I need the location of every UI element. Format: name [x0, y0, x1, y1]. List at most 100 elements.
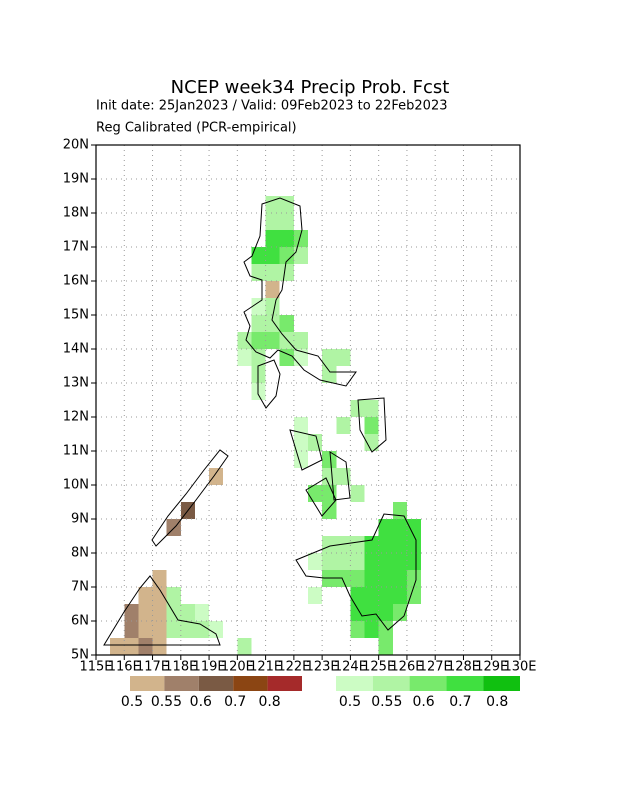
wet-cell — [392, 519, 407, 536]
colorbar-label: 0.6 — [190, 694, 212, 710]
grid-layer: 115E116E117E118E119E120E121E122E123E124E… — [63, 138, 537, 675]
x-tick-label: 118E — [164, 660, 197, 675]
y-tick-label: 19N — [63, 172, 89, 187]
wet-cell — [293, 230, 308, 247]
dry-cell — [124, 638, 139, 655]
wet-cell — [378, 570, 393, 587]
wet-cell — [265, 315, 280, 332]
wet-cell — [194, 604, 210, 621]
coast-visayas — [289, 397, 387, 517]
wet-cell — [322, 451, 337, 468]
colorbar-box — [372, 676, 410, 691]
wet-cell — [180, 604, 195, 621]
x-tick-label: 125E — [362, 660, 395, 675]
y-tick-label: 20N — [63, 138, 89, 153]
wet-cell — [364, 621, 379, 638]
wet-cell — [308, 485, 323, 502]
colorbar-box — [198, 676, 234, 691]
wet-cell — [265, 332, 280, 349]
wet-cell — [265, 264, 280, 281]
colorbar-box — [130, 676, 165, 691]
colorbar-box — [409, 676, 447, 691]
wet-cell — [251, 247, 266, 264]
wet-cell — [194, 621, 210, 638]
wet-cell — [378, 604, 393, 621]
colorbar-label: 0.55 — [151, 694, 182, 710]
wet-cell — [378, 638, 393, 655]
dry-cell — [138, 638, 153, 655]
wet-cell — [265, 196, 280, 213]
y-tick-label: 10N — [63, 478, 89, 493]
colorbar-label: 0.55 — [371, 694, 402, 710]
wet-cell — [237, 638, 252, 655]
wet-cell — [293, 434, 308, 451]
colorbar-label: 0.7 — [449, 694, 471, 710]
dry-cell — [152, 570, 167, 587]
wet-cell — [293, 417, 308, 434]
wet-cell — [364, 417, 379, 434]
map-frame — [95, 144, 521, 656]
wet-cell — [293, 247, 308, 264]
dry-cell — [152, 587, 167, 604]
dry-cell — [152, 638, 167, 655]
wet-cell — [166, 587, 181, 604]
x-tick-label: 128E — [447, 660, 480, 675]
wet-cell — [350, 536, 365, 553]
colorbar-box — [483, 676, 520, 691]
wet-cell — [279, 349, 294, 366]
y-tick-label: 9N — [71, 512, 89, 527]
wet-cell — [322, 536, 337, 553]
colorbar-box — [446, 676, 484, 691]
wet-cell — [406, 519, 422, 536]
wet-cell — [251, 315, 266, 332]
y-tick-label: 16N — [63, 274, 89, 289]
wet-cell — [251, 366, 266, 383]
wet-cell — [308, 587, 323, 604]
y-tick-label: 17N — [63, 240, 89, 255]
y-tick-label: 15N — [63, 308, 89, 323]
y-tick-label: 18N — [63, 206, 89, 221]
wet-cell — [350, 604, 365, 621]
x-tick-label: 130E — [503, 660, 536, 675]
x-tick-label: 123E — [306, 660, 339, 675]
x-tick-label: 117E — [136, 660, 169, 675]
wet-cell — [364, 434, 379, 451]
wet-cell — [392, 502, 407, 519]
wet-cell — [350, 570, 365, 587]
colorbar-box — [336, 676, 373, 691]
coast-luzon — [243, 197, 357, 387]
wet-cell — [350, 485, 365, 502]
wet-cell — [265, 230, 280, 247]
wet-cell — [378, 519, 393, 536]
wet-cell — [180, 621, 195, 638]
wet-cell — [378, 621, 393, 638]
x-tick-label: 127E — [419, 660, 452, 675]
wet-cell — [336, 417, 351, 434]
colorbar-label: 0.8 — [258, 694, 280, 710]
coast-mindoro — [257, 359, 281, 409]
wet-cell — [406, 587, 422, 604]
x-tick-label: 126E — [390, 660, 423, 675]
wet-cell — [209, 621, 224, 638]
colorbar-label: 0.7 — [224, 694, 246, 710]
wet-cell — [279, 264, 294, 281]
coast-mindanao — [295, 513, 417, 631]
wet-cell — [392, 553, 407, 570]
wet-cell — [364, 570, 379, 587]
colorbar-box — [164, 676, 199, 691]
wet-cell — [279, 213, 294, 230]
wet-cell — [406, 536, 422, 553]
coastline — [103, 197, 417, 646]
y-tick-label: 11N — [63, 444, 89, 459]
wet-cell — [364, 400, 379, 417]
wet-cell — [406, 570, 422, 587]
colorbar-label: 0.5 — [121, 694, 143, 710]
dry-cell — [265, 281, 280, 298]
dry-cell — [124, 621, 139, 638]
coast-palawan — [151, 449, 229, 547]
dry-cell — [110, 638, 125, 655]
x-tick-label: 116E — [108, 660, 141, 675]
wet-cell — [265, 298, 280, 315]
